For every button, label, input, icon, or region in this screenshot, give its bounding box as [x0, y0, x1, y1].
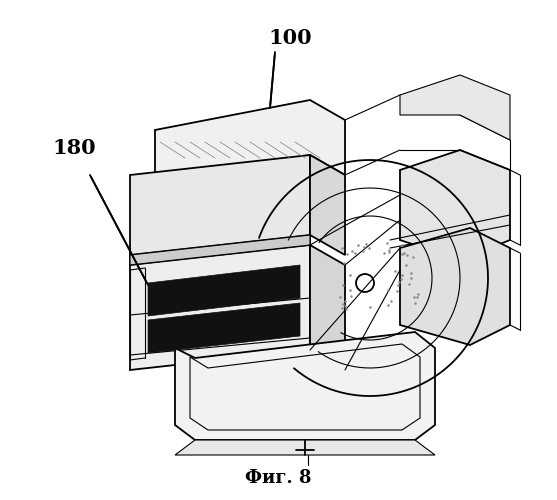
Text: 100: 100: [268, 28, 312, 48]
Polygon shape: [400, 228, 510, 345]
Polygon shape: [130, 155, 310, 255]
Polygon shape: [155, 100, 345, 185]
Polygon shape: [310, 155, 345, 255]
Polygon shape: [310, 245, 345, 370]
Text: Фиг. 8: Фиг. 8: [245, 469, 311, 487]
Polygon shape: [130, 235, 310, 265]
Polygon shape: [130, 245, 310, 370]
Polygon shape: [400, 75, 510, 140]
Polygon shape: [175, 440, 435, 455]
Text: 180: 180: [52, 138, 96, 158]
Polygon shape: [400, 150, 510, 260]
Polygon shape: [148, 303, 300, 353]
Polygon shape: [175, 332, 435, 440]
Polygon shape: [148, 265, 300, 316]
